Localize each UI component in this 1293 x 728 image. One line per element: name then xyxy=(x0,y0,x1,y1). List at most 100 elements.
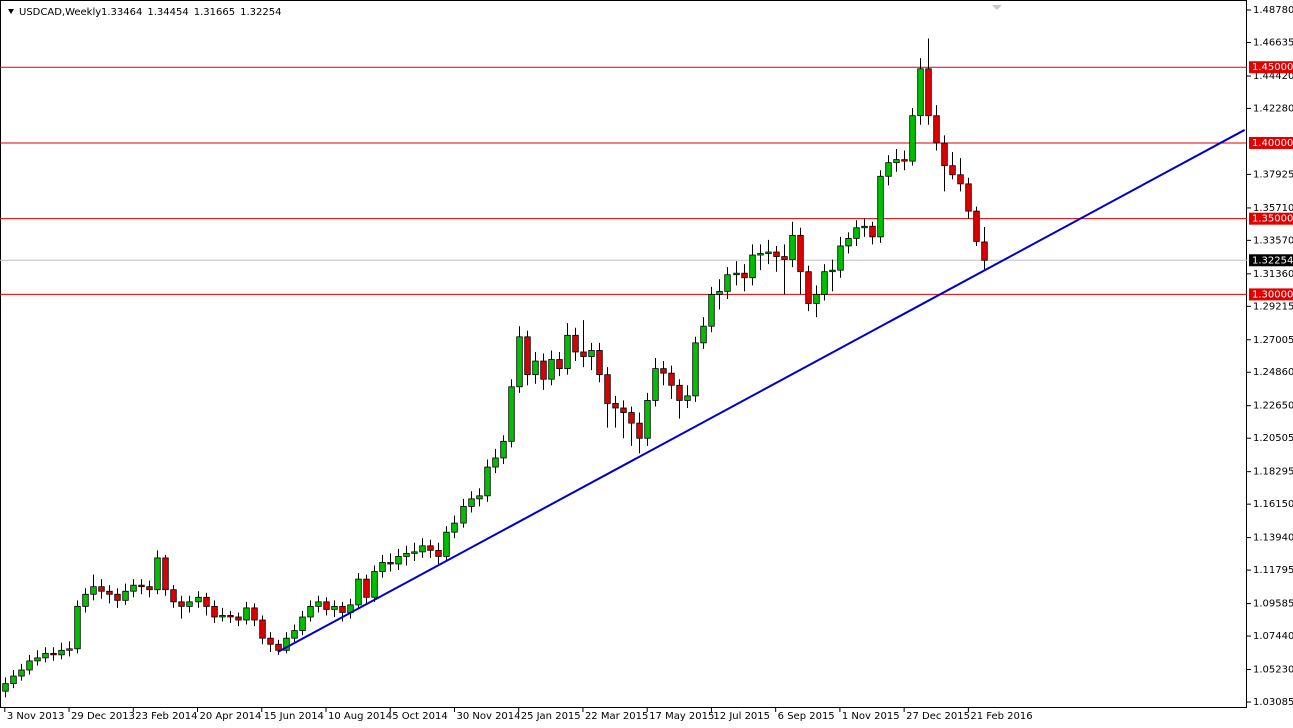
level-label: 1.40000 xyxy=(1252,138,1293,149)
candle-body xyxy=(395,556,402,565)
candle-body xyxy=(90,586,97,595)
candle-body xyxy=(612,403,619,409)
candle-body xyxy=(508,386,515,442)
candle-body xyxy=(628,412,635,424)
header-value: 1.32254 xyxy=(240,7,281,18)
candle-body xyxy=(154,557,161,591)
x-tick-label: 12 Jul 2015 xyxy=(713,711,770,722)
x-tick-label: 15 Jun 2014 xyxy=(264,711,324,722)
candle-body xyxy=(10,675,17,685)
candle-body xyxy=(829,269,836,273)
x-tick-label: 21 Feb 2016 xyxy=(970,711,1032,722)
candle-body xyxy=(98,586,105,592)
candle-body xyxy=(757,253,764,256)
y-tick-label: 1.42280 xyxy=(1253,103,1293,114)
candle-body xyxy=(18,669,25,677)
candle-body xyxy=(492,457,499,468)
header-value: 1.31665 xyxy=(194,7,235,18)
candle-body xyxy=(877,175,884,238)
candle-body xyxy=(700,325,707,344)
candle-body xyxy=(620,407,627,413)
y-tick-label: 1.31360 xyxy=(1253,269,1293,280)
candle-body xyxy=(917,68,924,117)
menu-arrow[interactable] xyxy=(8,9,14,14)
candle-body xyxy=(765,251,772,254)
candle-body xyxy=(170,589,177,603)
candle-body xyxy=(901,159,908,162)
level-label: 1.45000 xyxy=(1252,62,1293,73)
candle-body xyxy=(114,593,121,601)
candle-body xyxy=(741,272,748,279)
x-tick-label: 22 Mar 2015 xyxy=(585,711,648,722)
candle-body xyxy=(596,350,603,376)
candle-body xyxy=(331,605,338,610)
candle-body xyxy=(122,590,129,601)
candle-body xyxy=(781,256,788,260)
candle-body xyxy=(283,637,290,651)
candle-body xyxy=(243,607,250,621)
candle-body xyxy=(909,115,916,162)
candle-body xyxy=(668,372,675,386)
candle-body xyxy=(949,165,956,176)
candle-body xyxy=(363,578,370,598)
candle-body xyxy=(933,115,940,144)
x-tick-label: 25 Jan 2015 xyxy=(521,711,581,722)
candle-body xyxy=(813,294,820,304)
candle-body xyxy=(684,395,691,401)
candle-body xyxy=(789,234,796,260)
candle-body xyxy=(106,590,113,595)
level-label-box xyxy=(1249,288,1293,301)
candle-body xyxy=(692,342,699,397)
x-tick-label: 10 Aug 2014 xyxy=(328,711,392,722)
level-label: 1.35000 xyxy=(1252,214,1293,225)
y-tick-label: 1.20505 xyxy=(1253,433,1293,444)
candle-body xyxy=(259,619,266,639)
y-tick-label: 1.03085 xyxy=(1253,697,1293,708)
level-label-box xyxy=(1249,212,1293,225)
symbol-label: USDCAD,Weekly xyxy=(19,7,101,18)
candle-body xyxy=(724,274,731,292)
candle-body xyxy=(403,552,410,557)
candle-body xyxy=(660,368,667,374)
candle-body xyxy=(941,142,948,167)
candle-body xyxy=(572,334,579,353)
y-tick-label: 1.05230 xyxy=(1253,665,1293,676)
y-tick-label: 1.24860 xyxy=(1253,367,1293,378)
y-tick-label: 1.29215 xyxy=(1253,301,1293,312)
candle-body xyxy=(451,522,458,533)
candle-body xyxy=(195,596,202,603)
candle-body xyxy=(869,225,876,238)
y-tick-label: 1.18295 xyxy=(1253,467,1293,478)
y-tick-label: 1.46635 xyxy=(1253,37,1293,48)
candle-body xyxy=(251,607,258,621)
level-label-box xyxy=(1249,61,1293,74)
candle-body xyxy=(540,360,547,380)
y-tick-label: 1.11795 xyxy=(1253,565,1293,576)
x-tick-label: 27 Dec 2015 xyxy=(906,711,970,722)
candle-body xyxy=(861,225,868,229)
shift-marker xyxy=(992,5,1002,10)
candle-body xyxy=(460,506,467,524)
y-tick-label: 1.13940 xyxy=(1253,533,1293,544)
candle-body xyxy=(427,545,434,551)
candle-body xyxy=(484,466,491,497)
candle-body xyxy=(636,422,643,439)
header-value: 1.34454 xyxy=(147,7,188,18)
candle-body xyxy=(604,374,611,404)
candle-body xyxy=(845,237,852,247)
candle-body xyxy=(885,162,892,177)
candle-body xyxy=(837,245,844,271)
y-tick-label: 1.16150 xyxy=(1253,499,1293,510)
x-tick-label: 23 Feb 2014 xyxy=(135,711,197,722)
candle-body xyxy=(853,227,860,239)
candle-body xyxy=(66,648,73,651)
candle-body xyxy=(805,271,812,304)
candle-body xyxy=(556,359,563,370)
candle-body xyxy=(532,360,539,376)
candle-body xyxy=(797,234,804,273)
candle-body xyxy=(435,549,442,557)
y-tick-label: 1.37925 xyxy=(1253,169,1293,180)
candle-body xyxy=(227,615,234,618)
candle-body xyxy=(973,210,980,242)
